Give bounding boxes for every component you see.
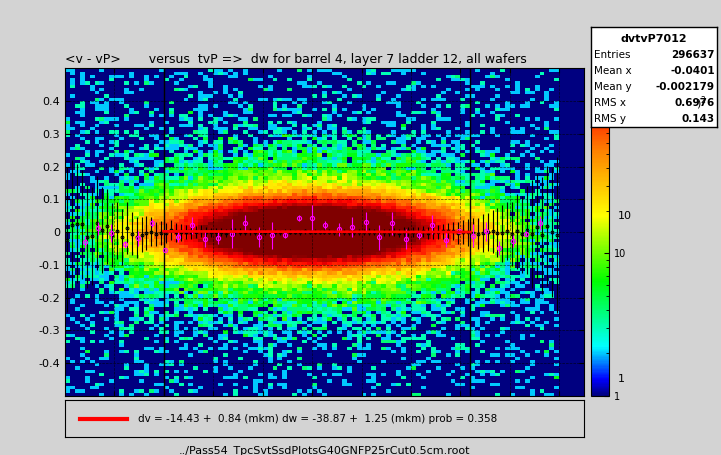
Text: Mean y: Mean y — [593, 82, 632, 92]
Text: 0.6976: 0.6976 — [675, 98, 715, 108]
Text: <v - vP>       versus  tvP =>  dw for barrel 4, layer 7 ladder 12, all wafers: <v - vP> versus tvP => dw for barrel 4, … — [65, 53, 526, 66]
Text: -0.0401: -0.0401 — [671, 66, 715, 76]
Text: )$^2$: )$^2$ — [696, 94, 707, 112]
Text: 10: 10 — [619, 211, 632, 221]
Text: dv = -14.43 +  0.84 (mkm) dw = -38.87 +  1.25 (mkm) prob = 0.358: dv = -14.43 + 0.84 (mkm) dw = -38.87 + 1… — [138, 414, 497, 424]
Text: Mean x: Mean x — [593, 66, 632, 76]
Text: 0.143: 0.143 — [682, 114, 715, 124]
Text: RMS y: RMS y — [593, 114, 626, 124]
Text: RMS x: RMS x — [593, 98, 626, 108]
Text: -0.002179: -0.002179 — [656, 82, 715, 92]
Text: dvtvP7012: dvtvP7012 — [621, 34, 688, 44]
Text: 296637: 296637 — [671, 51, 715, 61]
Text: 1: 1 — [619, 374, 625, 384]
Text: ../Pass54_TpcSvtSsdPlotsG40GNFP25rCut0.5cm.root: ../Pass54_TpcSvtSsdPlotsG40GNFP25rCut0.5… — [179, 445, 470, 455]
Text: Entries: Entries — [593, 51, 630, 61]
